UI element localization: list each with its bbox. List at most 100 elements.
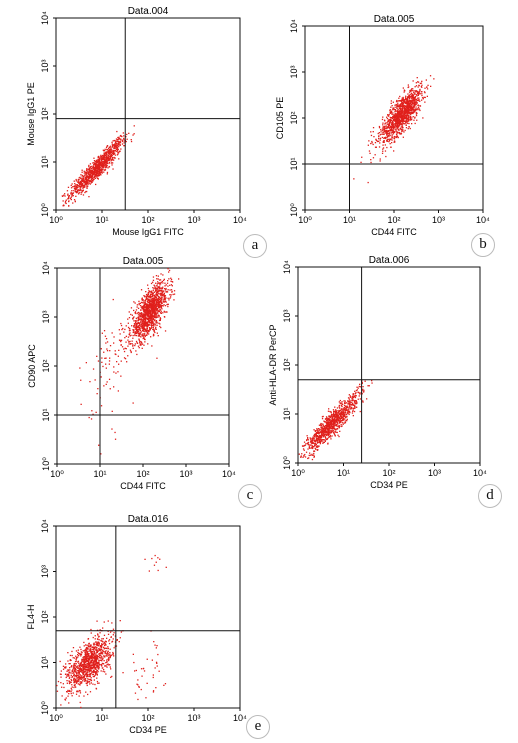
event-point (70, 196, 72, 199)
event-point (156, 303, 158, 305)
event-point (76, 186, 78, 189)
event-point (388, 134, 390, 137)
event-point (411, 90, 413, 92)
event-point (413, 110, 415, 112)
event-point (156, 288, 158, 290)
event-point (143, 300, 145, 302)
event-point (110, 154, 112, 156)
event-point (69, 654, 72, 657)
event-point (406, 98, 408, 101)
event-point (400, 121, 402, 123)
event-point (138, 338, 140, 340)
event-point (89, 177, 91, 179)
event-point (342, 414, 345, 416)
event-point (340, 421, 342, 423)
event-point (109, 653, 111, 656)
event-point (173, 293, 176, 295)
event-point (409, 118, 411, 121)
event-point (405, 98, 407, 100)
event-point (95, 662, 97, 664)
event-point (149, 318, 151, 320)
event-point (416, 102, 418, 104)
event-point (323, 420, 325, 422)
panel-letter-a: a (243, 234, 267, 258)
event-point (405, 101, 408, 103)
event-point (84, 185, 86, 187)
event-point (382, 124, 384, 126)
event-point (133, 301, 135, 303)
event-point (98, 666, 100, 668)
event-point (413, 97, 415, 99)
event-point (79, 692, 82, 694)
event-point (104, 335, 107, 337)
event-point (321, 416, 324, 418)
event-point (389, 119, 392, 121)
event-point (332, 419, 334, 421)
event-point (136, 332, 138, 334)
event-point (345, 416, 347, 419)
event-point (145, 330, 148, 332)
event-point (104, 647, 106, 649)
event-point (397, 121, 399, 123)
event-point (421, 94, 423, 97)
event-point (106, 165, 108, 167)
event-point (319, 439, 321, 442)
event-point (392, 133, 395, 135)
event-point (363, 389, 365, 391)
event-point (402, 127, 404, 129)
event-point (392, 123, 394, 125)
event-point (135, 332, 137, 335)
event-point (64, 195, 66, 197)
event-point (341, 413, 343, 415)
event-point (321, 434, 323, 436)
event-point (393, 125, 395, 128)
event-point (143, 344, 145, 346)
event-point (378, 146, 381, 148)
event-point (155, 287, 157, 289)
event-point (84, 663, 86, 665)
event-point (384, 144, 386, 146)
event-point (301, 453, 303, 455)
event-point (392, 121, 394, 124)
event-point (419, 91, 421, 93)
event-point (99, 171, 101, 174)
event-point (391, 130, 393, 132)
plot-frame (56, 267, 230, 465)
event-point (121, 328, 123, 331)
event-point (304, 453, 306, 456)
event-point (94, 168, 97, 171)
event-point (80, 174, 82, 176)
event-point (118, 158, 120, 160)
event-point (90, 178, 92, 181)
event-point (104, 162, 106, 165)
event-point (106, 152, 108, 154)
event-point (87, 183, 90, 185)
event-point (73, 678, 75, 680)
event-point (100, 154, 102, 156)
event-point (333, 415, 335, 418)
event-point (154, 296, 156, 299)
event-point (159, 317, 161, 319)
event-point (411, 94, 413, 97)
event-point (108, 152, 111, 154)
event-point (348, 412, 350, 414)
event-point (398, 111, 401, 113)
event-point (118, 136, 120, 138)
event-point (397, 110, 399, 112)
event-point (396, 121, 398, 123)
event-point (410, 90, 412, 93)
data-points (79, 268, 180, 455)
event-point (114, 141, 117, 143)
event-point (109, 357, 111, 359)
event-point (156, 301, 158, 303)
event-point (94, 171, 97, 173)
event-point (393, 141, 395, 143)
event-point (129, 335, 131, 337)
event-point (319, 439, 321, 441)
event-point (413, 106, 415, 108)
event-point (104, 148, 106, 150)
event-point (113, 150, 115, 152)
event-point (95, 163, 97, 165)
event-point (86, 659, 88, 661)
event-point (97, 171, 99, 173)
